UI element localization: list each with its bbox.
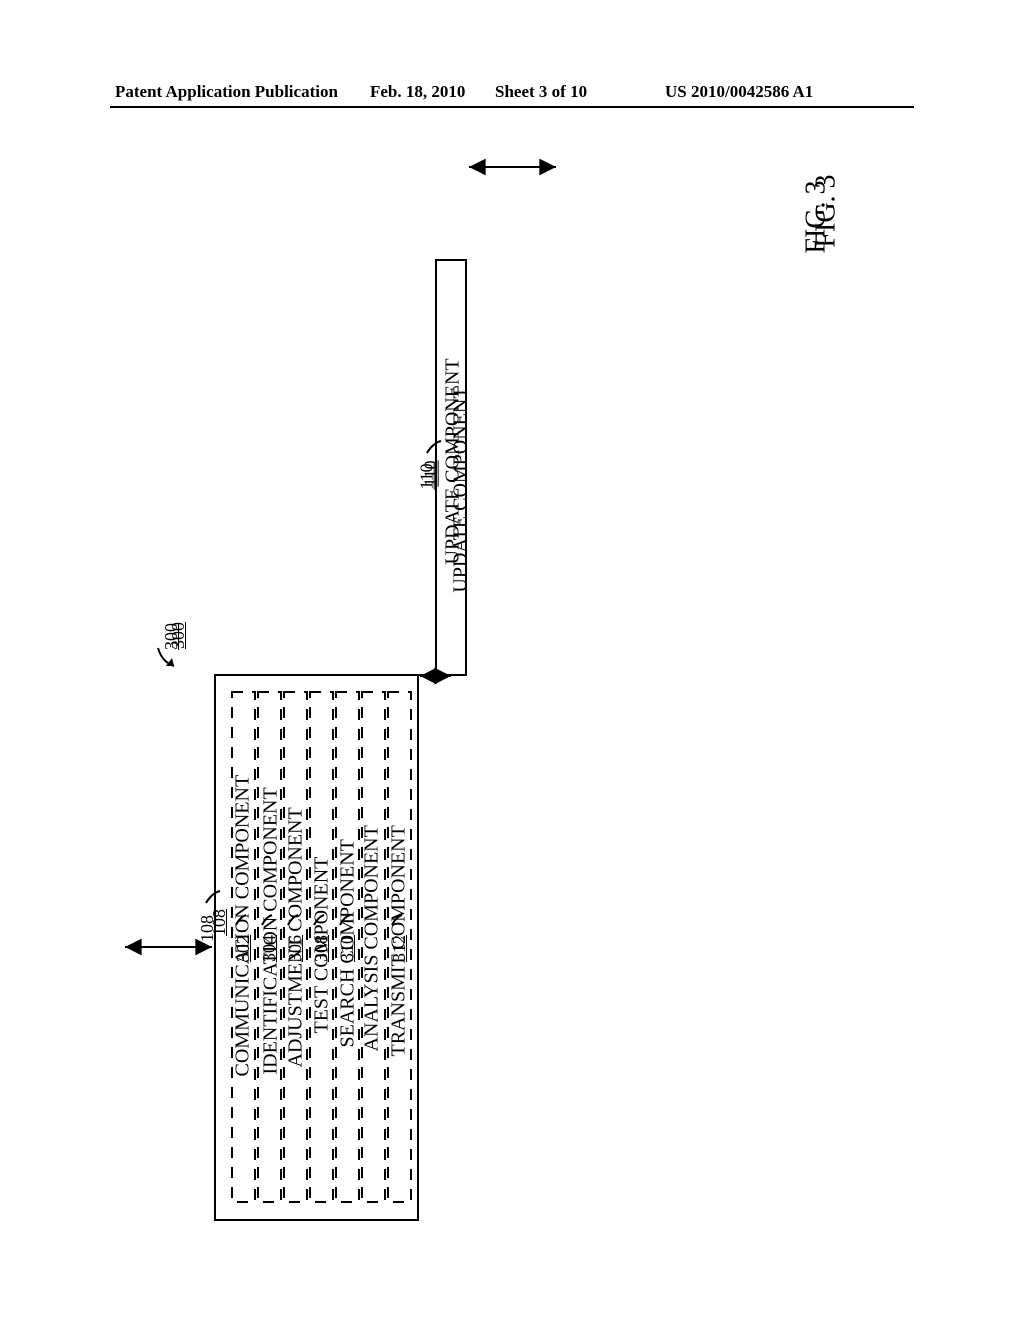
page-header: Patent Application Publication Feb. 18, … xyxy=(0,80,1024,110)
header-left: Patent Application Publication xyxy=(115,82,338,102)
header-date: Feb. 18, 2010 xyxy=(370,82,465,102)
header-pubno: US 2010/0042586 A1 xyxy=(665,82,813,102)
header-sheet: Sheet 3 of 10 xyxy=(495,82,587,102)
figure-3-diagram xyxy=(0,120,1024,1320)
header-rule xyxy=(110,106,914,108)
